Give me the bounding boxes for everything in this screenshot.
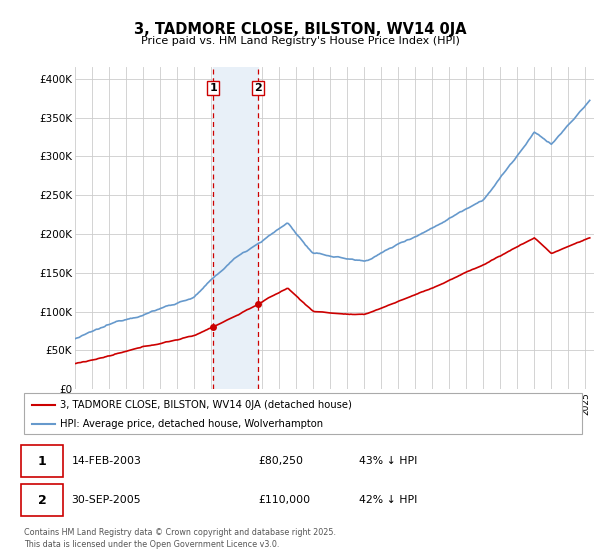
Text: 2: 2: [38, 493, 47, 507]
Text: Contains HM Land Registry data © Crown copyright and database right 2025.
This d: Contains HM Land Registry data © Crown c…: [24, 528, 336, 549]
FancyBboxPatch shape: [21, 445, 63, 477]
Text: 42% ↓ HPI: 42% ↓ HPI: [359, 495, 417, 505]
Text: 3, TADMORE CLOSE, BILSTON, WV14 0JA (detached house): 3, TADMORE CLOSE, BILSTON, WV14 0JA (det…: [60, 400, 352, 409]
FancyBboxPatch shape: [21, 484, 63, 516]
Bar: [213, 67, 258, 389]
Text: 30-SEP-2005: 30-SEP-2005: [71, 495, 141, 505]
Text: 43% ↓ HPI: 43% ↓ HPI: [359, 456, 417, 466]
Text: 2: 2: [254, 83, 262, 93]
Text: HPI: Average price, detached house, Wolverhampton: HPI: Average price, detached house, Wolv…: [60, 419, 323, 429]
Text: 1: 1: [38, 455, 47, 468]
Text: 3, TADMORE CLOSE, BILSTON, WV14 0JA: 3, TADMORE CLOSE, BILSTON, WV14 0JA: [134, 22, 466, 36]
Text: £80,250: £80,250: [259, 456, 304, 466]
Text: £110,000: £110,000: [259, 495, 310, 505]
Text: Price paid vs. HM Land Registry's House Price Index (HPI): Price paid vs. HM Land Registry's House …: [140, 36, 460, 46]
Text: 1: 1: [209, 83, 217, 93]
Text: 14-FEB-2003: 14-FEB-2003: [71, 456, 142, 466]
